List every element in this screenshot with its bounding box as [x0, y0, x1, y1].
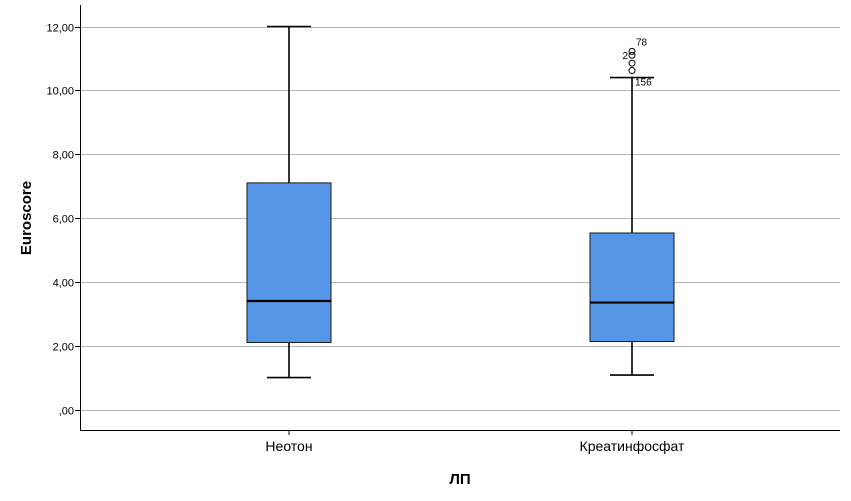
outlier-label: 78 [636, 37, 648, 48]
box-group: 156 2 78 [589, 37, 675, 376]
outlier-point [628, 67, 636, 75]
outlier-label: 2 [622, 51, 628, 62]
outlier-point [628, 51, 636, 59]
x-category-label: Креатинфосфат [580, 438, 685, 454]
outlier-point [628, 47, 636, 55]
y-tick-labels: ,00 2,00 4,00 6,00 8,00 10,00 12,00 [46, 23, 74, 418]
x-category-label: Неотон [265, 438, 312, 454]
y-tick-label: 4,00 [53, 278, 74, 290]
gridlines [80, 27, 840, 411]
y-tick-label: 2,00 [53, 342, 74, 354]
y-tick-label: 8,00 [53, 150, 74, 162]
y-tick-label: ,00 [59, 406, 74, 418]
y-axis-title: Euroscore [18, 181, 35, 255]
y-tick-label: 12,00 [46, 23, 74, 35]
box-iqr [589, 232, 675, 343]
box-group [246, 25, 332, 379]
x-axis-title: ЛП [449, 471, 470, 488]
outlier-point [628, 59, 636, 67]
y-tick-label: 10,00 [46, 86, 74, 98]
box-iqr [246, 182, 332, 343]
boxes: 156 2 78 [246, 25, 675, 379]
axes [75, 5, 840, 435]
y-tick-label: 6,00 [53, 214, 74, 226]
x-category-labels: Неотон Креатинфосфат [265, 438, 685, 454]
outlier-label: 156 [635, 78, 652, 89]
